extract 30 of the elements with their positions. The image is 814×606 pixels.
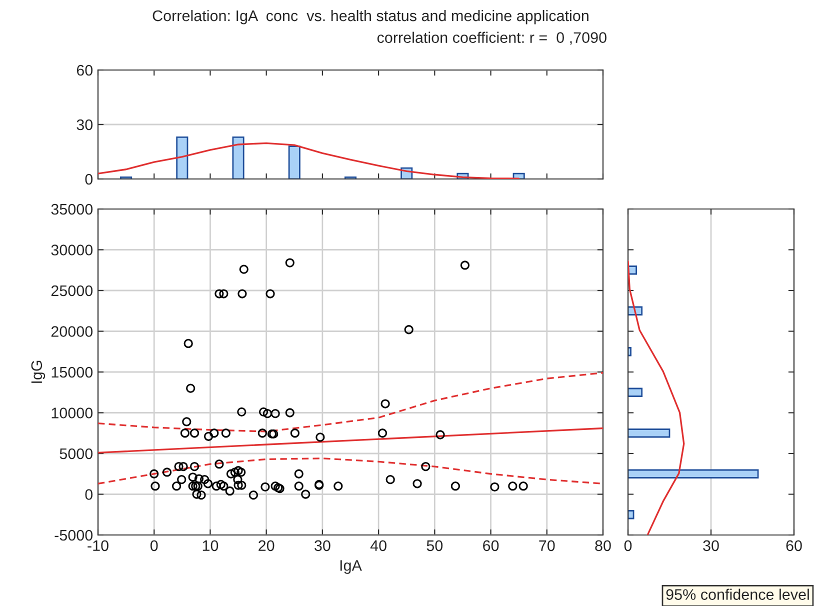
- y-tick-label: 25000: [51, 285, 93, 296]
- y-tick-label: 0: [85, 174, 93, 185]
- x-tick-label: 30: [314, 540, 330, 552]
- chart-subtitle: correlation coefficient: r = 0 ,7090: [377, 32, 606, 45]
- x-tick-label: 0: [150, 540, 158, 552]
- y-tick-label: 30000: [51, 244, 93, 256]
- y-tick-label: 10000: [52, 408, 93, 418]
- x-tick-label: 20: [258, 540, 274, 552]
- y-axis-title: IgG: [31, 360, 46, 383]
- y-tick-label: 60: [76, 64, 93, 76]
- x-tick-label: 80: [595, 540, 611, 552]
- x-tick-label: 10: [202, 540, 218, 552]
- x-tick-label: 70: [539, 540, 555, 552]
- x-tick-label: 50: [426, 540, 443, 552]
- x-tick-label: 60: [483, 540, 499, 552]
- y-tick-label: -5000: [54, 530, 93, 541]
- y-tick-label: 20000: [51, 326, 93, 337]
- x-tick-label: 0: [624, 540, 632, 552]
- text: 95% confidence level: [666, 588, 809, 600]
- x-tick-label: 30: [703, 540, 719, 552]
- x-tick-label: 60: [786, 540, 802, 552]
- x-axis-title: IgA: [340, 560, 362, 574]
- y-tick-label: 5000: [60, 448, 93, 460]
- x-tick-label: -10: [88, 540, 108, 552]
- y-tick-label: 30: [76, 119, 93, 130]
- y-tick-label: 35000: [51, 204, 93, 215]
- y-tick-label: 0: [85, 489, 93, 500]
- x-tick-label: 40: [370, 540, 386, 552]
- y-tick-label: 15000: [52, 366, 93, 378]
- chart-title: Correlation: IgA conc vs. health status and medicine application: [152, 10, 588, 24]
